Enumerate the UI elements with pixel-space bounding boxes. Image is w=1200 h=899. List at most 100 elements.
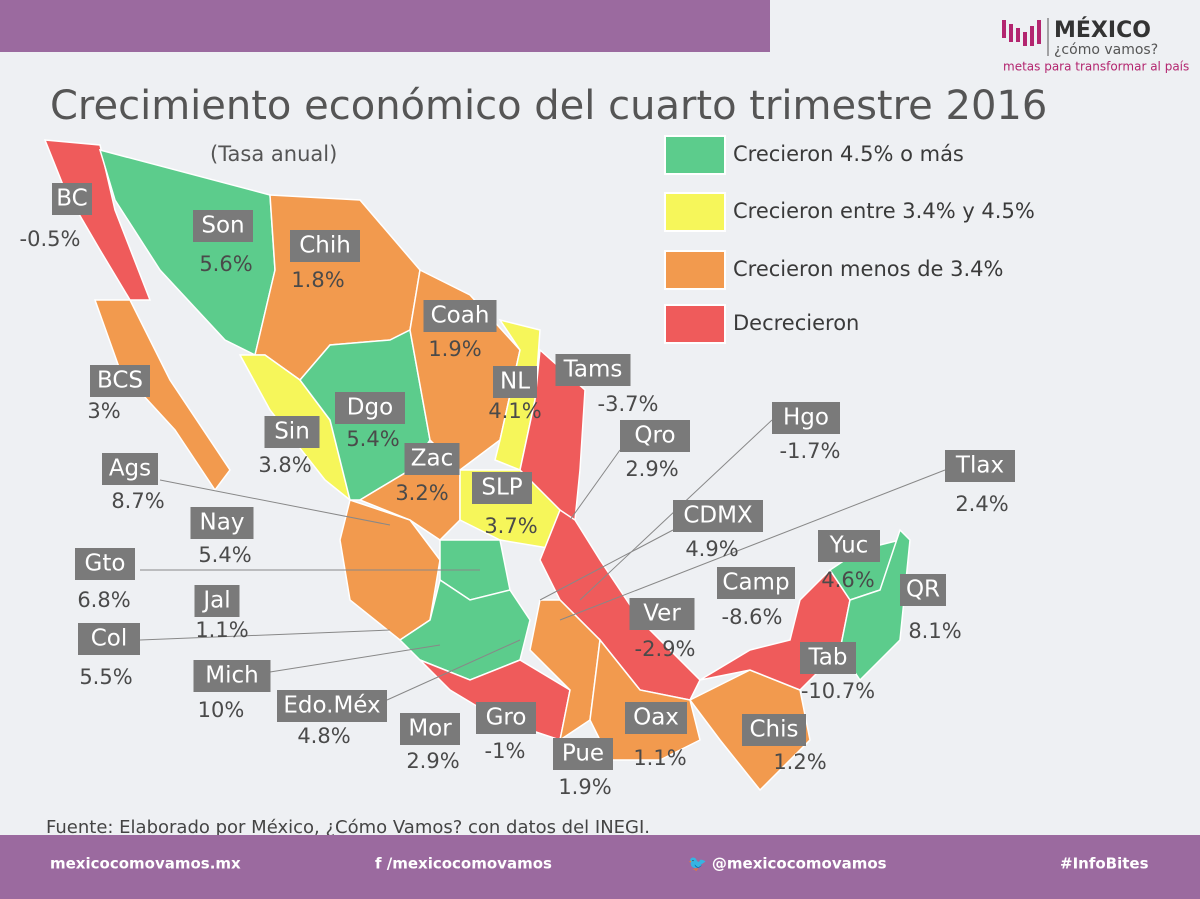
state-abbr: Ver	[643, 601, 681, 627]
top-band	[0, 0, 770, 52]
state-label-box	[476, 702, 536, 734]
state-abbr: Col	[91, 626, 128, 652]
footer-facebook: f /mexicocomovamos	[375, 855, 552, 873]
subtitle: (Tasa anual)	[210, 142, 337, 166]
state-label-box	[772, 402, 840, 434]
state-growth: 1.1%	[633, 746, 686, 770]
state-abbr: Mich	[205, 663, 258, 689]
state-growth: 3.2%	[395, 481, 448, 505]
legend-swatch	[664, 192, 726, 232]
legend-label: Crecieron entre 3.4% y 4.5%	[733, 199, 1035, 223]
state-growth: -1%	[485, 739, 526, 763]
state-growth: 6.8%	[77, 588, 130, 612]
title: Crecimiento económico del cuarto trimest…	[50, 83, 1047, 129]
state-label-box	[335, 392, 405, 424]
state-label-box	[553, 738, 613, 770]
footer-hashtag: #InfoBites	[1060, 855, 1149, 873]
state-labels: BC -0.5% Son 5.6% Chih 1.8% Coah 1.9% BCS 3% NL 4.1…	[20, 183, 1015, 799]
state-label-box	[193, 210, 253, 242]
state-abbr: Qro	[634, 423, 675, 449]
state-abbr: Oax	[633, 705, 679, 731]
state-label-box	[945, 450, 1015, 482]
legend-swatch	[664, 304, 726, 344]
state-growth: -3.7%	[598, 392, 659, 416]
state-growth: 4.1%	[488, 399, 541, 423]
state-label-box	[673, 500, 763, 532]
state-growth: 1.8%	[291, 268, 344, 292]
legend-swatch	[664, 250, 726, 290]
state-label-box	[90, 365, 150, 397]
state-abbr: Nay	[200, 510, 245, 536]
state-abbr: BC	[56, 186, 87, 212]
source: Fuente: Elaborado por México, ¿Cómo Vamo…	[46, 817, 650, 838]
state-growth: 2.9%	[406, 749, 459, 773]
state-abbr: Dgo	[347, 395, 393, 421]
state-growth: 5.4%	[198, 543, 251, 567]
state-abbr: Son	[201, 213, 244, 239]
state-abbr: Tab	[808, 645, 848, 671]
state-growth: 3%	[87, 399, 120, 423]
state-abbr: Jal	[201, 588, 230, 614]
state-growth: -10.7%	[801, 679, 875, 703]
state-growth: 5.5%	[79, 665, 132, 689]
state-label-box	[102, 453, 158, 485]
state-growth: -0.5%	[20, 227, 81, 251]
state-label-box	[423, 300, 497, 332]
legend: Crecieron 4.5% o más Crecieron entre 3.4%…	[664, 135, 1035, 344]
state-label-box	[194, 585, 240, 617]
state-growth: 5.4%	[346, 427, 399, 451]
state-abbr: Chis	[749, 717, 798, 743]
logo-title: MÉXICO	[1054, 17, 1151, 43]
state-growth: 1.9%	[428, 337, 481, 361]
state-growth: 1.2%	[773, 750, 826, 774]
state-growth: 1.1%	[195, 618, 248, 642]
state-label-box	[620, 420, 690, 452]
state-abbr: Ags	[109, 456, 151, 482]
state-growth: 4.8%	[297, 724, 350, 748]
state-label-box	[277, 690, 387, 722]
state-growth: 2.4%	[955, 492, 1008, 516]
state-abbr: Edo.Méx	[283, 693, 380, 719]
state-growth: -1.7%	[780, 439, 841, 463]
state-label-box	[290, 230, 360, 262]
state-growth: 8.7%	[111, 489, 164, 513]
state-label-box	[625, 702, 687, 734]
map	[43, 139, 911, 792]
state-abbr: Pue	[562, 741, 604, 767]
footer-website: mexicocomovamos.mx	[50, 855, 241, 873]
logo-mark	[1002, 20, 1041, 46]
state-abbr: Zac	[411, 446, 454, 472]
state-label-box	[555, 354, 631, 386]
legend-label: Crecieron menos de 3.4%	[733, 257, 1004, 281]
state-label-box	[629, 598, 695, 630]
footer-twitter: 🐦 @mexicocomovamos	[688, 855, 887, 873]
state-growth: 1.9%	[558, 775, 611, 799]
state-label-box	[193, 660, 271, 692]
state-growth: 10%	[198, 698, 245, 722]
state-label-box	[190, 507, 254, 539]
state-abbr: Gto	[85, 551, 126, 577]
state-abbr: CDMX	[683, 503, 753, 529]
state-label-box	[717, 567, 795, 599]
logo-subtitle: ¿cómo vamos?	[1054, 42, 1158, 58]
state-abbr: SLP	[481, 475, 522, 501]
state-growth: 4.9%	[685, 537, 738, 561]
state-abbr: Yuc	[829, 533, 869, 559]
state-growth: 8.1%	[908, 619, 961, 643]
state-abbr: NL	[500, 369, 530, 395]
state-abbr: QR	[906, 577, 940, 603]
state-label-box	[742, 714, 806, 746]
state-growth: 5.6%	[199, 252, 252, 276]
logo-tagline: metas para transformar al país	[1003, 60, 1189, 74]
state-growth: 2.9%	[625, 457, 678, 481]
state-growth: 4.6%	[821, 568, 874, 592]
state-abbr: BCS	[97, 368, 143, 394]
state-label-box	[264, 416, 320, 448]
state-label-box	[900, 574, 946, 606]
state-abbr: Gro	[486, 705, 527, 731]
state-abbr: Hgo	[783, 405, 829, 431]
state-label-box	[493, 366, 537, 398]
state-growth: 3.7%	[484, 514, 537, 538]
state-label-box	[75, 548, 135, 580]
